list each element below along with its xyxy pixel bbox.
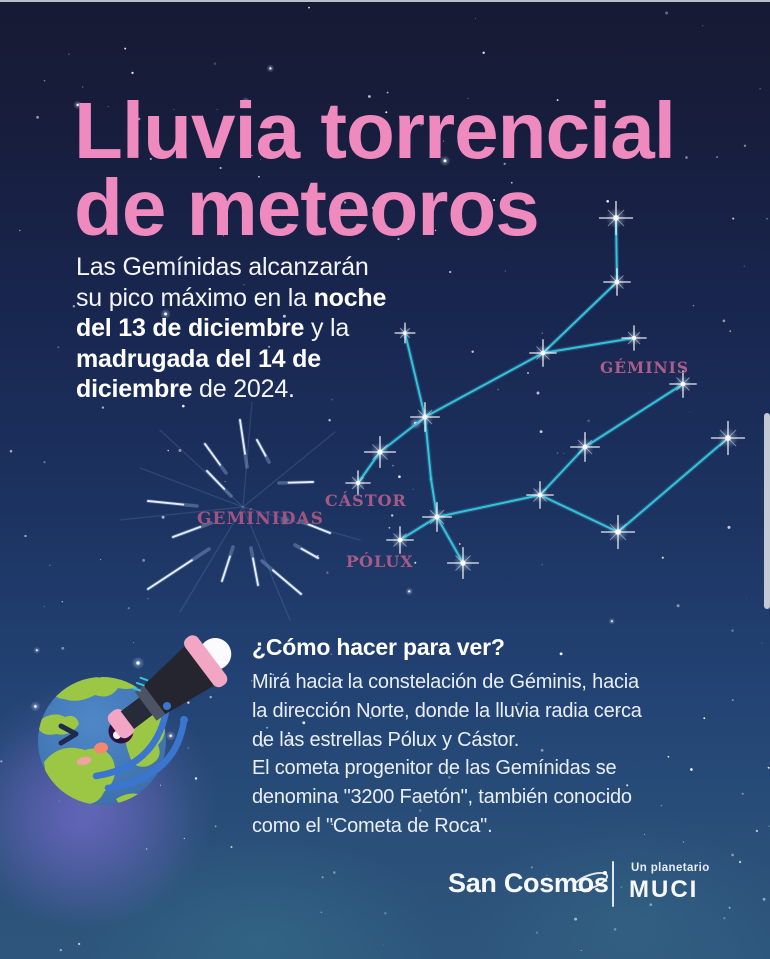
telescope-ticks bbox=[132, 676, 149, 692]
telescope bbox=[107, 635, 232, 739]
how-to-section: ¿Cómo hacer para ver? Mirá hacia la cons… bbox=[252, 634, 732, 841]
screenshot-top-edge bbox=[0, 0, 770, 2]
page-title: Lluvia torrencial de meteoros bbox=[74, 86, 676, 252]
intro-paragraph: Las Gemínidas alcanzarán su pico máximo e… bbox=[76, 253, 387, 403]
castor-star-label: CÁSTOR bbox=[325, 491, 407, 510]
blush bbox=[76, 756, 92, 766]
telescope-eyepiece bbox=[107, 709, 135, 739]
scrollbar-thumb[interactable] bbox=[764, 413, 770, 609]
how-to-paragraph-1: Mirá hacia la constelación de Géminis, h… bbox=[252, 671, 642, 751]
hand-left bbox=[163, 702, 171, 710]
muci-logo: MUCI bbox=[629, 876, 699, 903]
mouth bbox=[94, 742, 108, 754]
telescope-joint bbox=[134, 684, 167, 721]
radiant-label: GEMÍNIDAS bbox=[197, 509, 324, 529]
polux-star-label: PÓLUX bbox=[346, 552, 414, 571]
gemini-constellation bbox=[345, 200, 746, 580]
arm-right bbox=[104, 716, 188, 792]
hand-right bbox=[180, 716, 188, 724]
wink-eye bbox=[58, 723, 79, 746]
how-to-heading: ¿Cómo hacer para ver? bbox=[252, 634, 505, 660]
how-to-paragraph-2: El cometa progenitor de las Gemínidas se… bbox=[252, 757, 632, 837]
meteor-radiant-burst bbox=[119, 401, 361, 621]
title-line-1: Lluvia torrencial bbox=[74, 86, 676, 175]
san-cosmos-logo: San Cosmos bbox=[448, 868, 609, 898]
title-line-2: de meteoros bbox=[74, 163, 540, 252]
geminis-constellation-label: GÉMINIS bbox=[600, 358, 690, 377]
arm-left bbox=[92, 702, 171, 780]
telescope-band bbox=[184, 635, 228, 688]
earth-character bbox=[0, 635, 232, 927]
